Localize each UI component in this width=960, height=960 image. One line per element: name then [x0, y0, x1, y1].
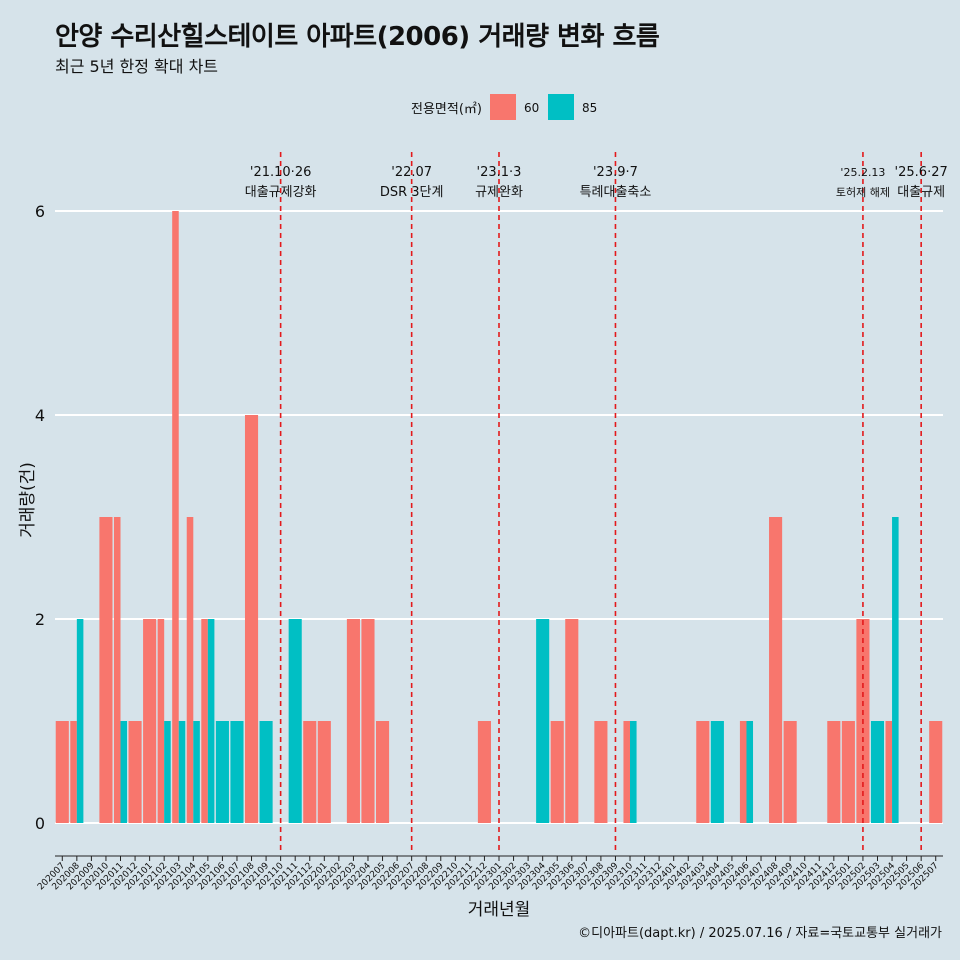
bar-60-202412: [827, 721, 841, 823]
bar-85-202504: [892, 517, 899, 823]
legend-label-85: 85: [582, 101, 597, 115]
bar-60-202011: [113, 517, 121, 823]
event-date-label: '23.1·3: [477, 165, 522, 180]
bar-85-202105: [207, 619, 215, 823]
bar-60-202305: [550, 721, 564, 823]
event-name-label: 특례대출축소: [580, 185, 652, 200]
event-name-label: 대출규제강화: [245, 185, 317, 200]
event-name-label: DSR 3단계: [380, 185, 444, 200]
bar-60-202108: [244, 415, 259, 823]
bar-60-202012: [128, 721, 142, 823]
bar-60-202507: [929, 721, 943, 823]
bar-60-202203: [346, 619, 360, 823]
bar-60-202504: [885, 721, 893, 823]
bar-60-202104: [186, 517, 194, 823]
bar-60-202212: [477, 721, 491, 823]
y-tick-label: 2: [35, 610, 45, 629]
chart-title: 안양 수리산힐스테이트 아파트(2006) 거래량 변화 흐름: [55, 22, 660, 52]
bar-60-202102: [157, 619, 165, 823]
y-axis-title: 거래량(건): [18, 462, 38, 538]
event-date-label: '21.10·26: [250, 165, 311, 180]
bar-60-202306: [565, 619, 579, 823]
bar-85-202008: [76, 619, 84, 823]
chart-subtitle: 최근 5년 한정 확대 차트: [55, 57, 219, 76]
bar-85-202102: [164, 721, 171, 823]
bar-60-202103: [172, 211, 179, 823]
y-tick-label: 0: [35, 814, 45, 833]
bar-60-202105: [201, 619, 208, 823]
bar-85-202107: [230, 721, 244, 823]
legend-label-60: 60: [524, 101, 539, 115]
x-axis-title: 거래년월: [468, 900, 531, 920]
bar-60-202008: [70, 721, 77, 823]
bar-85-202109: [259, 721, 273, 823]
bar-60-202205: [375, 721, 390, 823]
bar-85-202111: [288, 619, 302, 823]
event-date-label: '25.6·27: [895, 165, 948, 180]
y-tick-label: 6: [35, 202, 45, 221]
event-date-label: '22.07: [391, 165, 432, 180]
event-date-label: '23.9·7: [593, 165, 638, 180]
bar-60-202101: [143, 619, 157, 823]
event-name-label: 토허제 해제: [836, 185, 890, 199]
bar-60-202310: [623, 721, 631, 823]
bar-60-202007: [55, 721, 69, 823]
bar-60-202501: [841, 721, 855, 823]
bar-60-202403: [696, 721, 710, 823]
legend-title: 전용면적(㎡): [411, 102, 482, 117]
bar-60-202408: [769, 517, 783, 823]
event-name-label: 규제완화: [475, 185, 523, 200]
bar-85-202503: [870, 721, 885, 823]
bar-60-202010: [99, 517, 113, 823]
bar-85-202104: [193, 721, 200, 823]
bar-60-202308: [594, 721, 608, 823]
bar-60-202112: [303, 721, 317, 823]
event-date-label: '25.2.13: [840, 166, 885, 179]
bar-85-202106: [215, 721, 229, 823]
bar-85-202406: [746, 721, 754, 823]
legend-swatch-85: [548, 94, 574, 120]
source-caption: ©디아파트(dapt.kr) / 2025.07.16 / 자료=국토교통부 실…: [578, 926, 942, 941]
event-name-label: 대출규제: [897, 185, 945, 200]
bar-85-202304: [536, 619, 550, 823]
bar-85-202011: [120, 721, 128, 823]
bar-60-202406: [739, 721, 747, 823]
bar-85-202103: [178, 721, 186, 823]
bar-60-202409: [783, 721, 797, 823]
legend-swatch-60: [490, 94, 516, 120]
bar-85-202404: [710, 721, 724, 823]
y-tick-label: 4: [35, 406, 45, 425]
bar-60-202204: [361, 619, 375, 823]
bar-85-202310: [630, 721, 637, 823]
bar-60-202201: [317, 721, 331, 823]
